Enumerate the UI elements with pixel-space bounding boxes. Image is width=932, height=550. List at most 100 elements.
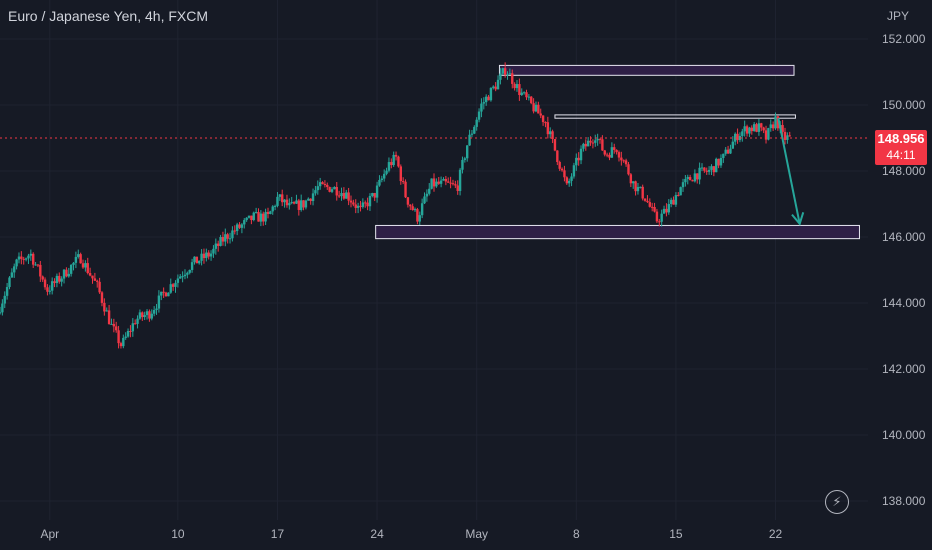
- candle-body: [439, 180, 443, 184]
- upper-resistance-box: [554, 114, 796, 119]
- candle-body: [463, 158, 467, 160]
- projection-arrow[interactable]: [777, 118, 805, 226]
- candle-body: [60, 278, 63, 282]
- candle-body: [382, 173, 386, 179]
- candle-body: [216, 243, 220, 246]
- candle-body: [703, 167, 706, 171]
- candle-body: [27, 255, 30, 259]
- candle-body: [648, 202, 652, 207]
- candle-body: [700, 167, 704, 169]
- arrow-head: [791, 212, 805, 226]
- candle-body: [119, 343, 123, 347]
- candle-body: [8, 277, 11, 288]
- candle-body: [193, 256, 196, 263]
- candle-body: [160, 291, 163, 296]
- candle-body: [423, 196, 426, 204]
- candle-body: [653, 207, 656, 212]
- candle-body: [693, 173, 697, 182]
- candle-body: [596, 138, 599, 141]
- candle-body: [724, 149, 727, 154]
- candle-body: [276, 196, 279, 206]
- candle-body: [133, 323, 137, 325]
- candle-body: [482, 102, 486, 104]
- candle-body: [534, 104, 538, 112]
- candle-body: [605, 154, 609, 156]
- candle-body: [375, 185, 379, 198]
- candle-body: [788, 135, 791, 137]
- candle-body: [492, 86, 495, 88]
- candle-body: [259, 213, 263, 222]
- annotation-zones[interactable]: [375, 64, 860, 240]
- candle-body: [634, 181, 637, 192]
- candle-body: [169, 284, 172, 293]
- candle-body: [65, 269, 68, 277]
- candle-body: [103, 302, 106, 312]
- candle-body: [496, 79, 500, 90]
- candle-body: [477, 111, 481, 120]
- candle-body: [352, 202, 355, 205]
- candle-body: [530, 96, 533, 104]
- candle-body: [394, 154, 398, 157]
- x-tick-label: 17: [271, 527, 285, 541]
- candle-body: [594, 140, 597, 143]
- candle-body: [342, 193, 346, 199]
- candle-body: [539, 113, 542, 116]
- candle-body: [579, 148, 583, 161]
- candle-body: [617, 152, 621, 158]
- candle-body: [385, 170, 388, 174]
- candle-body: [373, 193, 376, 198]
- y-tick-label: 140.000: [882, 428, 926, 442]
- resistance-zone: [498, 64, 795, 76]
- candle-body: [428, 188, 431, 194]
- candle-body: [632, 181, 635, 184]
- candle-body: [183, 274, 187, 277]
- candle-body: [240, 224, 244, 228]
- candle-body: [39, 264, 42, 277]
- candle-body: [442, 178, 445, 181]
- candle-body: [221, 237, 225, 242]
- candle-body: [584, 143, 587, 147]
- candle-body: [466, 145, 469, 159]
- candle-body: [269, 211, 272, 214]
- candle-body: [425, 193, 429, 197]
- candle-body: [148, 311, 151, 319]
- candle-body: [283, 199, 286, 203]
- candle-body: [525, 92, 528, 98]
- x-axis[interactable]: Apr 10 17 24 May 8 15 22: [40, 527, 782, 541]
- candle-body: [67, 273, 70, 277]
- candle-body: [53, 281, 56, 284]
- candle-body: [715, 158, 718, 173]
- candle-body: [292, 202, 296, 204]
- candle-body: [96, 280, 99, 282]
- candle-body: [371, 193, 374, 196]
- lightning-bolt-icon[interactable]: ⚡: [825, 490, 849, 514]
- candle-body: [72, 262, 75, 265]
- candle-body: [674, 195, 678, 205]
- candle-body: [601, 139, 604, 151]
- candle-body: [646, 200, 649, 203]
- candle-body: [264, 211, 267, 222]
- candle-body: [575, 157, 578, 166]
- x-tick-label: 10: [171, 527, 185, 541]
- candle-body: [669, 199, 673, 205]
- candle-body: [228, 238, 232, 240]
- candle-body: [537, 104, 540, 114]
- y-axis[interactable]: 152.000 150.000 148.000 146.000 144.000 142.0…: [882, 32, 926, 508]
- candle-body: [171, 284, 175, 287]
- candle-body: [392, 154, 395, 166]
- candle-body: [397, 156, 400, 167]
- candle-body: [591, 142, 595, 144]
- candle-body: [10, 272, 14, 278]
- candle-body: [627, 164, 630, 175]
- candle-body: [69, 264, 73, 274]
- support-zone: [375, 224, 860, 240]
- candle-body: [726, 149, 730, 154]
- candle-body: [660, 213, 663, 222]
- y-tick-label: 148.000: [882, 164, 926, 178]
- candle-body: [748, 127, 751, 134]
- candle-body: [665, 208, 668, 213]
- candle-body: [520, 92, 523, 95]
- candle-body: [662, 208, 666, 214]
- candle-body: [335, 186, 338, 196]
